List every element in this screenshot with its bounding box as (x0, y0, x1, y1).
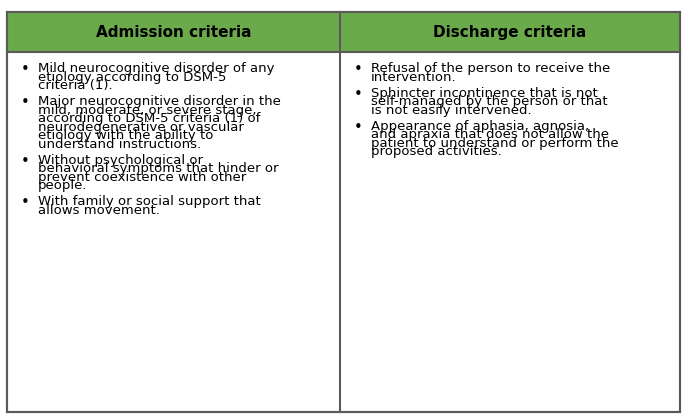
Text: and apraxia that does not allow the: and apraxia that does not allow the (371, 129, 609, 141)
Text: •: • (21, 62, 30, 77)
Text: Refusal of the person to receive the: Refusal of the person to receive the (371, 62, 610, 75)
Text: is not easily intervened.: is not easily intervened. (371, 104, 532, 117)
Text: •: • (21, 154, 30, 169)
Text: •: • (354, 62, 362, 77)
Text: allows movement.: allows movement. (38, 204, 160, 217)
Text: etiology with the ability to: etiology with the ability to (38, 129, 213, 142)
Text: Admission criteria: Admission criteria (96, 25, 251, 40)
Text: people.: people. (38, 179, 88, 193)
Text: Sphincter incontinence that is not: Sphincter incontinence that is not (371, 87, 598, 100)
Text: mild, moderate, or severe stage,: mild, moderate, or severe stage, (38, 104, 256, 117)
Text: Appearance of aphasia, agnosia,: Appearance of aphasia, agnosia, (371, 120, 589, 133)
Text: With family or social support that: With family or social support that (38, 196, 260, 208)
Text: patient to understand or perform the: patient to understand or perform the (371, 137, 619, 150)
Text: Without psychological or: Without psychological or (38, 154, 203, 167)
Text: neurodegenerative or vascular: neurodegenerative or vascular (38, 121, 244, 134)
FancyBboxPatch shape (7, 12, 340, 52)
FancyBboxPatch shape (7, 12, 680, 412)
Text: understand instructions.: understand instructions. (38, 138, 201, 151)
Text: Mild neurocognitive disorder of any: Mild neurocognitive disorder of any (38, 62, 274, 75)
Text: Discharge criteria: Discharge criteria (433, 25, 587, 40)
Text: criteria (1).: criteria (1). (38, 79, 112, 92)
FancyBboxPatch shape (340, 12, 680, 52)
Text: •: • (21, 196, 30, 210)
Text: Major neurocognitive disorder in the: Major neurocognitive disorder in the (38, 95, 280, 109)
Text: •: • (21, 95, 30, 110)
Text: according to DSM-5 criteria (1) of: according to DSM-5 criteria (1) of (38, 112, 260, 126)
Text: behavioral symptoms that hinder or: behavioral symptoms that hinder or (38, 163, 278, 176)
Text: prevent coexistence with other: prevent coexistence with other (38, 171, 246, 184)
Text: proposed activities.: proposed activities. (371, 146, 502, 158)
Text: •: • (354, 120, 362, 135)
Text: self-managed by the person or that: self-managed by the person or that (371, 95, 608, 109)
Text: intervention.: intervention. (371, 71, 457, 84)
Text: etiology according to DSM-5: etiology according to DSM-5 (38, 71, 226, 84)
Text: •: • (354, 87, 362, 102)
